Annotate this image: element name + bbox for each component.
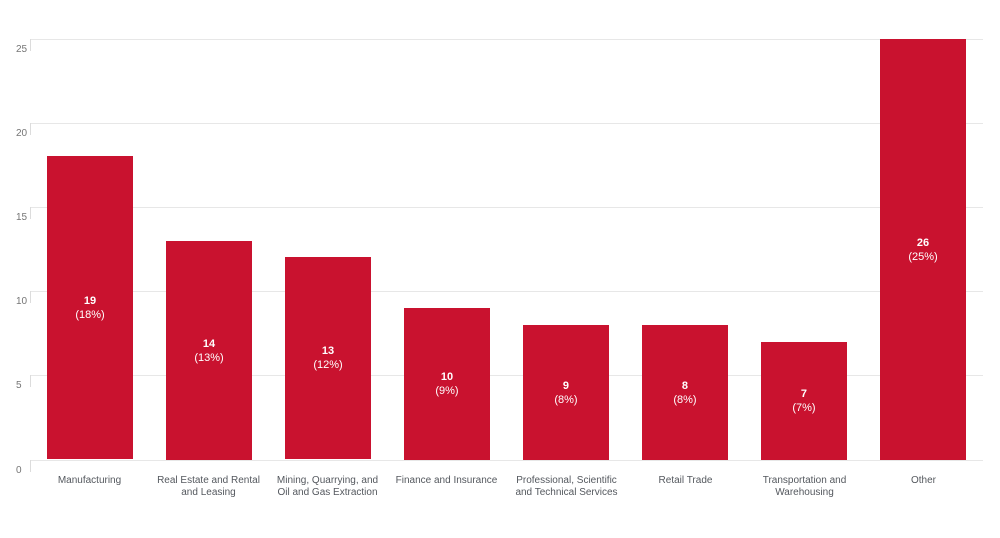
bar-transportation-and-warehousing[interactable]: 7 (7%) [761, 342, 847, 460]
bar-count-label: 9 [562, 379, 570, 392]
bar-percent-label: (7%) [792, 402, 816, 414]
bar-mining-quarrying-and-oil-and-gas-extraction[interactable]: 13 (12%) [285, 257, 371, 459]
y-tick-mark [30, 39, 31, 51]
bar-count-label: 14 [202, 337, 216, 350]
x-axis-label-line: Transportation and [762, 475, 847, 486]
x-axis-label-retail-trade: Retail Trade [626, 475, 745, 487]
x-axis-label-line: and Leasing [181, 487, 236, 498]
bar-professional-scientific-and-technical-services[interactable]: 9 (8%) [523, 325, 609, 460]
bar-retail-trade[interactable]: 8 (8%) [642, 325, 728, 460]
gridline-y-0 [30, 460, 983, 461]
bar-percent-label: (25%) [908, 250, 938, 263]
y-tick-mark [30, 375, 31, 387]
bar-real-estate-and-rental-and-leasing[interactable]: 14 (13%) [166, 241, 252, 460]
bar-other[interactable]: 26 (25%) [880, 39, 966, 460]
bar-data-label: 26 (25%) [908, 236, 937, 264]
x-axis-label-finance-and-insurance: Finance and Insurance [387, 475, 506, 487]
x-axis-label-line: Warehousing [775, 487, 834, 498]
bar-percent-label: (8%) [673, 393, 697, 406]
gridline-y-20 [30, 123, 983, 124]
gridline-y-15 [30, 207, 983, 208]
y-axis-tick-label: 20 [16, 128, 28, 139]
x-axis-label-line: Finance and Insurance [395, 475, 498, 486]
x-axis-label-line: and Technical Services [515, 487, 618, 498]
bar-count-label: 19 [83, 294, 97, 307]
bar-percent-label: (8%) [554, 393, 578, 406]
x-axis-label-professional-scientific-and-technical-services: Professional, Scientific and Technical Se… [507, 475, 626, 499]
y-tick-mark [30, 460, 31, 472]
y-axis-tick-label: 15 [16, 212, 28, 223]
y-axis-tick-label: 25 [16, 44, 28, 55]
bar-count-label: 13 [321, 345, 335, 357]
y-tick-mark [30, 207, 31, 219]
y-tick-mark [30, 291, 31, 303]
x-axis-label-line: Mining, Quarrying, and [276, 475, 379, 486]
x-axis-label-transportation-and-warehousing: Transportation and Warehousing [745, 475, 864, 499]
bar-data-label: 8 (8%) [673, 379, 696, 407]
x-axis-label-manufacturing: Manufacturing [30, 475, 149, 487]
y-axis-tick-label: 5 [16, 380, 22, 391]
bar-count-label: 10 [440, 371, 454, 383]
bar-data-label: 14 (13%) [194, 337, 223, 365]
x-axis-label-line: Manufacturing [57, 475, 122, 486]
bar-count-label: 26 [916, 236, 930, 249]
x-axis-label-real-estate-and-rental-and-leasing: Real Estate and Rental and Leasing [149, 475, 268, 499]
x-axis-label-line: Real Estate and Rental [157, 475, 260, 486]
x-axis-label-mining-quarrying-and-oil-and-gas-extraction: Mining, Quarrying, and Oil and Gas Extrac… [268, 475, 387, 499]
x-axis-label-line: Oil and Gas Extraction [277, 487, 378, 498]
y-axis-tick-label: 0 [16, 465, 22, 476]
gridline-y-10 [30, 291, 983, 292]
bar-percent-label: (13%) [194, 351, 224, 364]
x-axis-label-line: Professional, Scientific [516, 475, 617, 486]
bar-data-label: 19 (18%) [75, 294, 104, 322]
x-axis-label-line: Retail Trade [658, 475, 713, 486]
x-axis-label-other: Other [864, 475, 983, 487]
y-axis-tick-label: 10 [16, 296, 28, 307]
bar-count-label: 7 [800, 388, 808, 400]
x-axis-label-line: Other [910, 475, 936, 486]
bar-percent-label: (18%) [75, 308, 105, 321]
bar-data-label: 13 (12%) [313, 344, 342, 372]
bar-data-label: 7 (7%) [792, 387, 815, 415]
bar-percent-label: (9%) [435, 385, 459, 397]
bar-finance-and-insurance[interactable]: 10 (9%) [404, 308, 490, 460]
bar-data-label: 10 (9%) [435, 370, 458, 398]
gridline-y-25 [30, 39, 983, 40]
gridline-y-5 [30, 375, 983, 376]
bar-manufacturing[interactable]: 19 (18%) [47, 156, 133, 459]
y-tick-mark [30, 123, 31, 135]
bar-count-label: 8 [681, 379, 689, 392]
bar-percent-label: (12%) [313, 359, 343, 371]
bar-data-label: 9 (8%) [554, 379, 577, 407]
